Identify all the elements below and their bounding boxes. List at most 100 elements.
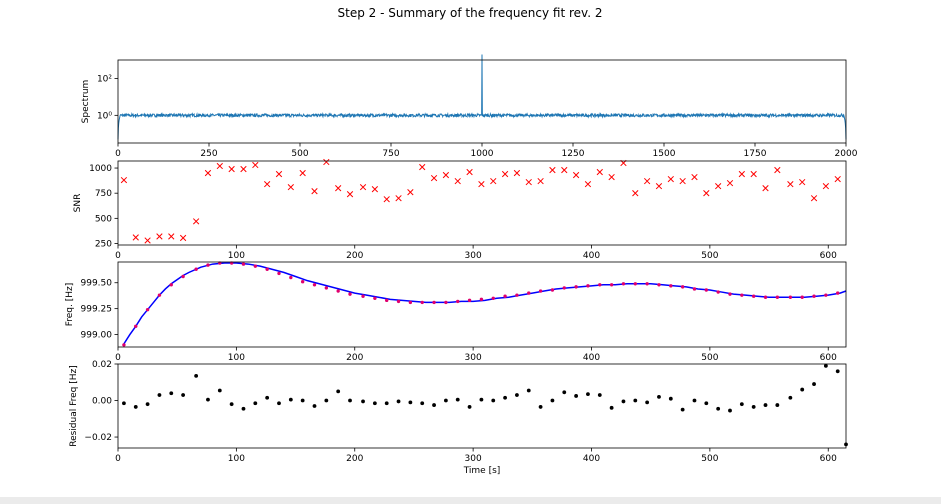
residual-point <box>348 398 352 403</box>
x-tick-label: 600 <box>820 353 837 363</box>
x-tick-label: 100 <box>228 251 245 261</box>
frequency-point <box>669 284 673 288</box>
y-tick-label: 250 <box>95 239 112 249</box>
snr-point <box>371 186 379 193</box>
residual-point <box>241 406 246 411</box>
snr-point <box>240 165 247 173</box>
snr-point <box>311 188 318 195</box>
x-tick-label: 300 <box>465 251 482 261</box>
snr-point <box>799 178 806 186</box>
residual-point <box>312 404 317 408</box>
snr-point <box>679 177 686 185</box>
frequency-point <box>812 294 816 298</box>
snr-axes: 0 100 200 300 400 500 600 250 500 750 1000 SNR <box>73 158 847 261</box>
residual-point <box>503 395 507 400</box>
frequency-point <box>194 267 198 271</box>
residual-point <box>217 388 222 393</box>
x-tick-label: 250 <box>200 149 217 159</box>
x-tick-label: 1250 <box>562 149 585 159</box>
y-tick-label: 10⁰ <box>97 111 112 121</box>
snr-point <box>834 175 841 183</box>
x-tick-label: 400 <box>583 454 600 464</box>
residual-point <box>194 373 199 378</box>
snr-point <box>383 196 390 203</box>
residual-point <box>788 395 793 400</box>
frequency-point <box>503 294 507 298</box>
frequency-point <box>396 299 401 304</box>
snr-point <box>216 162 223 170</box>
frequency-point <box>336 289 340 293</box>
y-tick-label: 0.00 <box>92 397 112 407</box>
y-tick-label: 999.25 <box>81 305 113 315</box>
snr-point <box>608 173 615 181</box>
residual-point <box>812 382 816 386</box>
axes-frame <box>117 363 847 449</box>
residual-point <box>253 401 258 406</box>
x-tick-label: 500 <box>291 149 308 159</box>
y-axis-label: Residual Freq [Hz] <box>69 365 79 447</box>
frequency-point <box>206 263 210 267</box>
residual-point <box>526 388 531 393</box>
residual-point <box>420 401 425 406</box>
residual-point <box>680 407 685 412</box>
frequency-point <box>574 285 578 289</box>
residual-point <box>336 389 341 394</box>
residual-point <box>300 398 305 403</box>
snr-point <box>179 234 187 242</box>
x-tick-label: 500 <box>701 353 718 363</box>
residual-point <box>633 398 638 403</box>
residual-point <box>265 395 270 400</box>
y-axis-label: Spectrum <box>81 80 91 124</box>
x-tick-label: 600 <box>820 454 837 464</box>
x-tick-label: 1750 <box>744 149 767 159</box>
snr-point <box>192 218 200 225</box>
residual-point <box>408 400 413 405</box>
residual-point <box>692 398 697 403</box>
residual-point <box>479 397 484 402</box>
frequency-point <box>122 343 126 347</box>
residual-point <box>515 393 519 397</box>
residual-point <box>668 396 673 401</box>
axes-frame <box>117 261 847 348</box>
frequency-point <box>277 271 281 276</box>
residual-point <box>728 408 732 413</box>
frequency-point <box>633 282 637 286</box>
window-bottom-edge <box>0 497 941 504</box>
x-tick-label: 400 <box>583 251 600 261</box>
snr-point <box>346 191 354 198</box>
figure-title: Step 2 - Summary of the frequency fit re… <box>338 6 603 20</box>
residual-point <box>396 399 401 404</box>
snr-point <box>442 171 450 179</box>
frequency-point <box>562 286 566 290</box>
frequency-point <box>491 296 495 300</box>
x-tick-label: 0 <box>115 353 121 363</box>
residual-point <box>288 397 293 402</box>
snr-point <box>228 165 235 173</box>
frequency-point <box>181 274 185 279</box>
axes-frame <box>117 160 847 246</box>
residual-point <box>324 398 329 403</box>
frequency-point <box>241 262 246 266</box>
residual-point <box>491 398 496 403</box>
residual-point <box>597 393 602 397</box>
frequency-point <box>586 284 590 288</box>
residual-point <box>443 398 448 403</box>
snr-point <box>263 180 271 188</box>
x-tick-label: 0 <box>115 251 121 261</box>
x-tick-label: 100 <box>228 353 245 363</box>
snr-point <box>655 182 663 190</box>
snr-point <box>549 166 556 174</box>
residual-point <box>562 390 567 395</box>
frequency-point <box>515 293 519 297</box>
frequency-point <box>657 283 661 287</box>
y-tick-label: 1000 <box>89 164 112 174</box>
snr-point <box>667 175 674 183</box>
x-tick-label: 100 <box>228 454 245 464</box>
snr-point <box>144 237 151 244</box>
snr-point <box>750 170 757 178</box>
frequency-point <box>645 282 649 286</box>
residual-point <box>550 398 555 403</box>
snr-point <box>359 184 367 191</box>
snr-point <box>822 182 830 190</box>
x-tick-label: 500 <box>701 251 718 261</box>
